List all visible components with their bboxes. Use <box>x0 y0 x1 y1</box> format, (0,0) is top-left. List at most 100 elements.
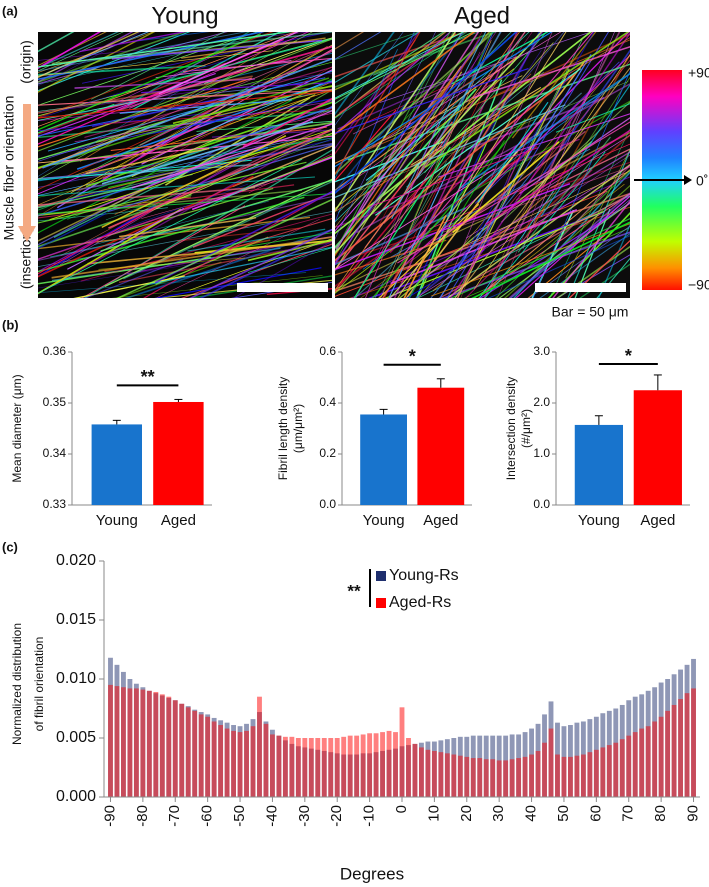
fiber <box>38 32 156 93</box>
fiber <box>391 32 487 220</box>
x-tick-label: -30 <box>296 805 313 827</box>
fiber <box>596 257 630 298</box>
fiber <box>181 37 326 59</box>
fiber <box>335 32 518 195</box>
bar <box>270 734 275 797</box>
bar <box>289 736 295 797</box>
fiber <box>187 228 326 252</box>
fiber <box>178 106 332 159</box>
y-axis-label: Mean diameter (μm) <box>10 374 24 482</box>
y-tick-label: 2.0 <box>533 395 550 409</box>
fiber <box>374 160 447 298</box>
fiber <box>101 134 287 229</box>
fiber <box>71 142 332 192</box>
fiber <box>110 126 327 151</box>
bar <box>417 387 465 505</box>
fiber <box>517 136 611 253</box>
fiber <box>38 32 274 119</box>
fiber <box>335 32 404 126</box>
bar <box>587 752 593 797</box>
fiber <box>111 275 323 298</box>
fiber <box>465 169 593 298</box>
bar <box>192 710 198 797</box>
bar <box>555 754 560 797</box>
bar <box>250 726 256 797</box>
x-tick-label: -40 <box>263 805 280 827</box>
fiber <box>508 192 630 298</box>
bar <box>367 733 373 797</box>
fiber <box>95 89 332 143</box>
bar <box>166 696 172 797</box>
panel-label: (a) <box>2 3 18 18</box>
fiber <box>38 38 332 152</box>
bar <box>438 752 444 797</box>
bar <box>671 704 677 797</box>
y-axis-label: Normalized distribution <box>10 623 24 745</box>
bar <box>509 759 515 797</box>
fiber <box>335 32 452 135</box>
fiber <box>335 32 468 78</box>
x-tick-label: 0 <box>393 805 410 813</box>
y-tick-label: 0.000 <box>56 788 96 805</box>
fiber <box>124 228 332 298</box>
fiber <box>403 215 447 298</box>
axis-label: Muscle fiber orientation <box>1 96 17 241</box>
fiber <box>441 231 630 298</box>
fiber <box>471 221 630 298</box>
fiber <box>335 88 477 249</box>
bar <box>276 735 282 797</box>
fiber <box>335 32 476 136</box>
bar <box>652 721 658 797</box>
fiber <box>360 139 577 298</box>
fiber <box>81 32 332 84</box>
fiber <box>598 223 630 298</box>
y-tick-label: 0.34 <box>43 446 67 460</box>
fiber <box>335 32 465 99</box>
fiber <box>479 202 630 298</box>
fiber <box>38 32 293 68</box>
fiber <box>38 90 332 119</box>
bar <box>684 693 690 797</box>
fiber <box>38 32 75 53</box>
bar <box>211 721 217 797</box>
fiber <box>454 67 630 298</box>
fiber <box>80 126 200 176</box>
scale-label: Bar = 50 μm <box>552 304 629 320</box>
fiber <box>196 82 323 136</box>
panel-label: (c) <box>2 539 18 554</box>
fiber <box>38 186 256 206</box>
fiber <box>446 32 610 298</box>
bar <box>678 699 683 797</box>
fiber <box>337 32 512 213</box>
bar <box>561 756 567 797</box>
fiber <box>154 190 332 284</box>
image-title: Aged <box>454 2 510 29</box>
bar <box>354 735 360 797</box>
bar <box>503 760 509 797</box>
x-tick-label: Aged <box>640 512 675 529</box>
fiber <box>38 158 303 294</box>
fiber <box>38 64 206 76</box>
bar <box>140 689 146 797</box>
fiber <box>403 32 594 256</box>
fiber <box>335 32 365 50</box>
x-tick-label: 20 <box>458 805 475 822</box>
fiber <box>38 32 248 72</box>
fiber <box>510 195 630 298</box>
fiber <box>155 218 320 298</box>
bar <box>529 754 534 797</box>
x-tick-label: 60 <box>587 805 604 822</box>
fiber <box>335 239 447 276</box>
fiber <box>38 33 261 131</box>
x-tick-label: -70 <box>166 805 183 827</box>
bar <box>626 735 632 797</box>
y-tick-label: 1.0 <box>533 446 550 460</box>
fiber <box>196 120 332 132</box>
fiber <box>365 121 440 298</box>
bar <box>185 707 191 797</box>
fiber <box>461 72 630 189</box>
fiber <box>419 165 630 296</box>
x-tick-label: Young <box>96 512 138 529</box>
y-tick-label: 3.0 <box>533 344 550 358</box>
